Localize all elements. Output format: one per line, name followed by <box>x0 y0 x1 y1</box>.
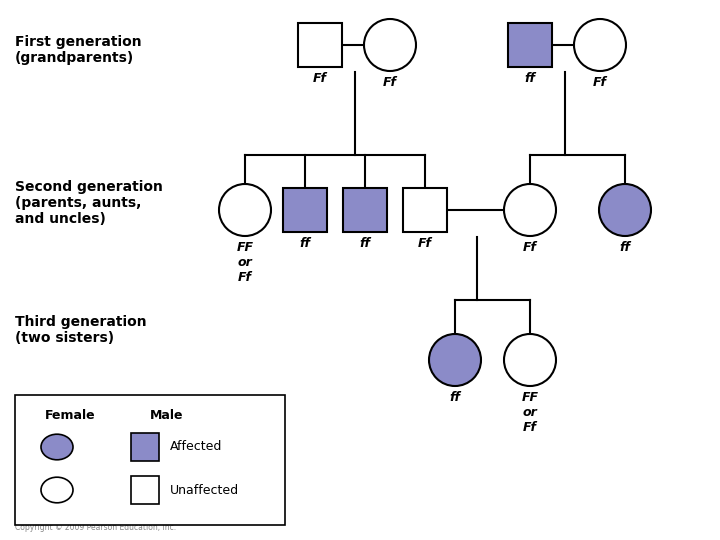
Ellipse shape <box>504 184 556 236</box>
Text: Ff: Ff <box>313 72 327 85</box>
Text: Unaffected: Unaffected <box>170 483 239 496</box>
Ellipse shape <box>574 19 626 71</box>
Text: ff: ff <box>300 237 310 250</box>
Bar <box>298 23 342 67</box>
Text: FF
or
Ff: FF or Ff <box>236 241 253 284</box>
Bar <box>343 188 387 232</box>
Bar <box>131 433 159 461</box>
Ellipse shape <box>41 434 73 460</box>
Text: Second generation
(parents, aunts,
and uncles): Second generation (parents, aunts, and u… <box>15 180 163 226</box>
Text: ff: ff <box>359 237 371 250</box>
Text: ff: ff <box>524 72 536 85</box>
Text: FF
or
Ff: FF or Ff <box>521 391 539 434</box>
Ellipse shape <box>41 477 73 503</box>
Text: Third generation
(two sisters): Third generation (two sisters) <box>15 315 147 345</box>
Ellipse shape <box>599 184 651 236</box>
Text: First generation
(grandparents): First generation (grandparents) <box>15 35 142 65</box>
Ellipse shape <box>219 184 271 236</box>
Text: Ff: Ff <box>383 76 397 89</box>
Bar <box>403 188 447 232</box>
Text: Female: Female <box>45 409 96 422</box>
Text: Copyright © 2009 Pearson Education, Inc.: Copyright © 2009 Pearson Education, Inc. <box>15 523 176 532</box>
Text: Affected: Affected <box>170 441 222 454</box>
Bar <box>508 23 552 67</box>
Text: Ff: Ff <box>593 76 607 89</box>
Bar <box>283 188 327 232</box>
Text: ff: ff <box>619 241 631 254</box>
Ellipse shape <box>504 334 556 386</box>
Text: Ff: Ff <box>523 241 537 254</box>
Text: ff: ff <box>449 391 461 404</box>
Ellipse shape <box>429 334 481 386</box>
Bar <box>15 395 285 525</box>
Bar <box>131 476 159 504</box>
Text: Ff: Ff <box>418 237 432 250</box>
Text: Male: Male <box>150 409 184 422</box>
Ellipse shape <box>364 19 416 71</box>
